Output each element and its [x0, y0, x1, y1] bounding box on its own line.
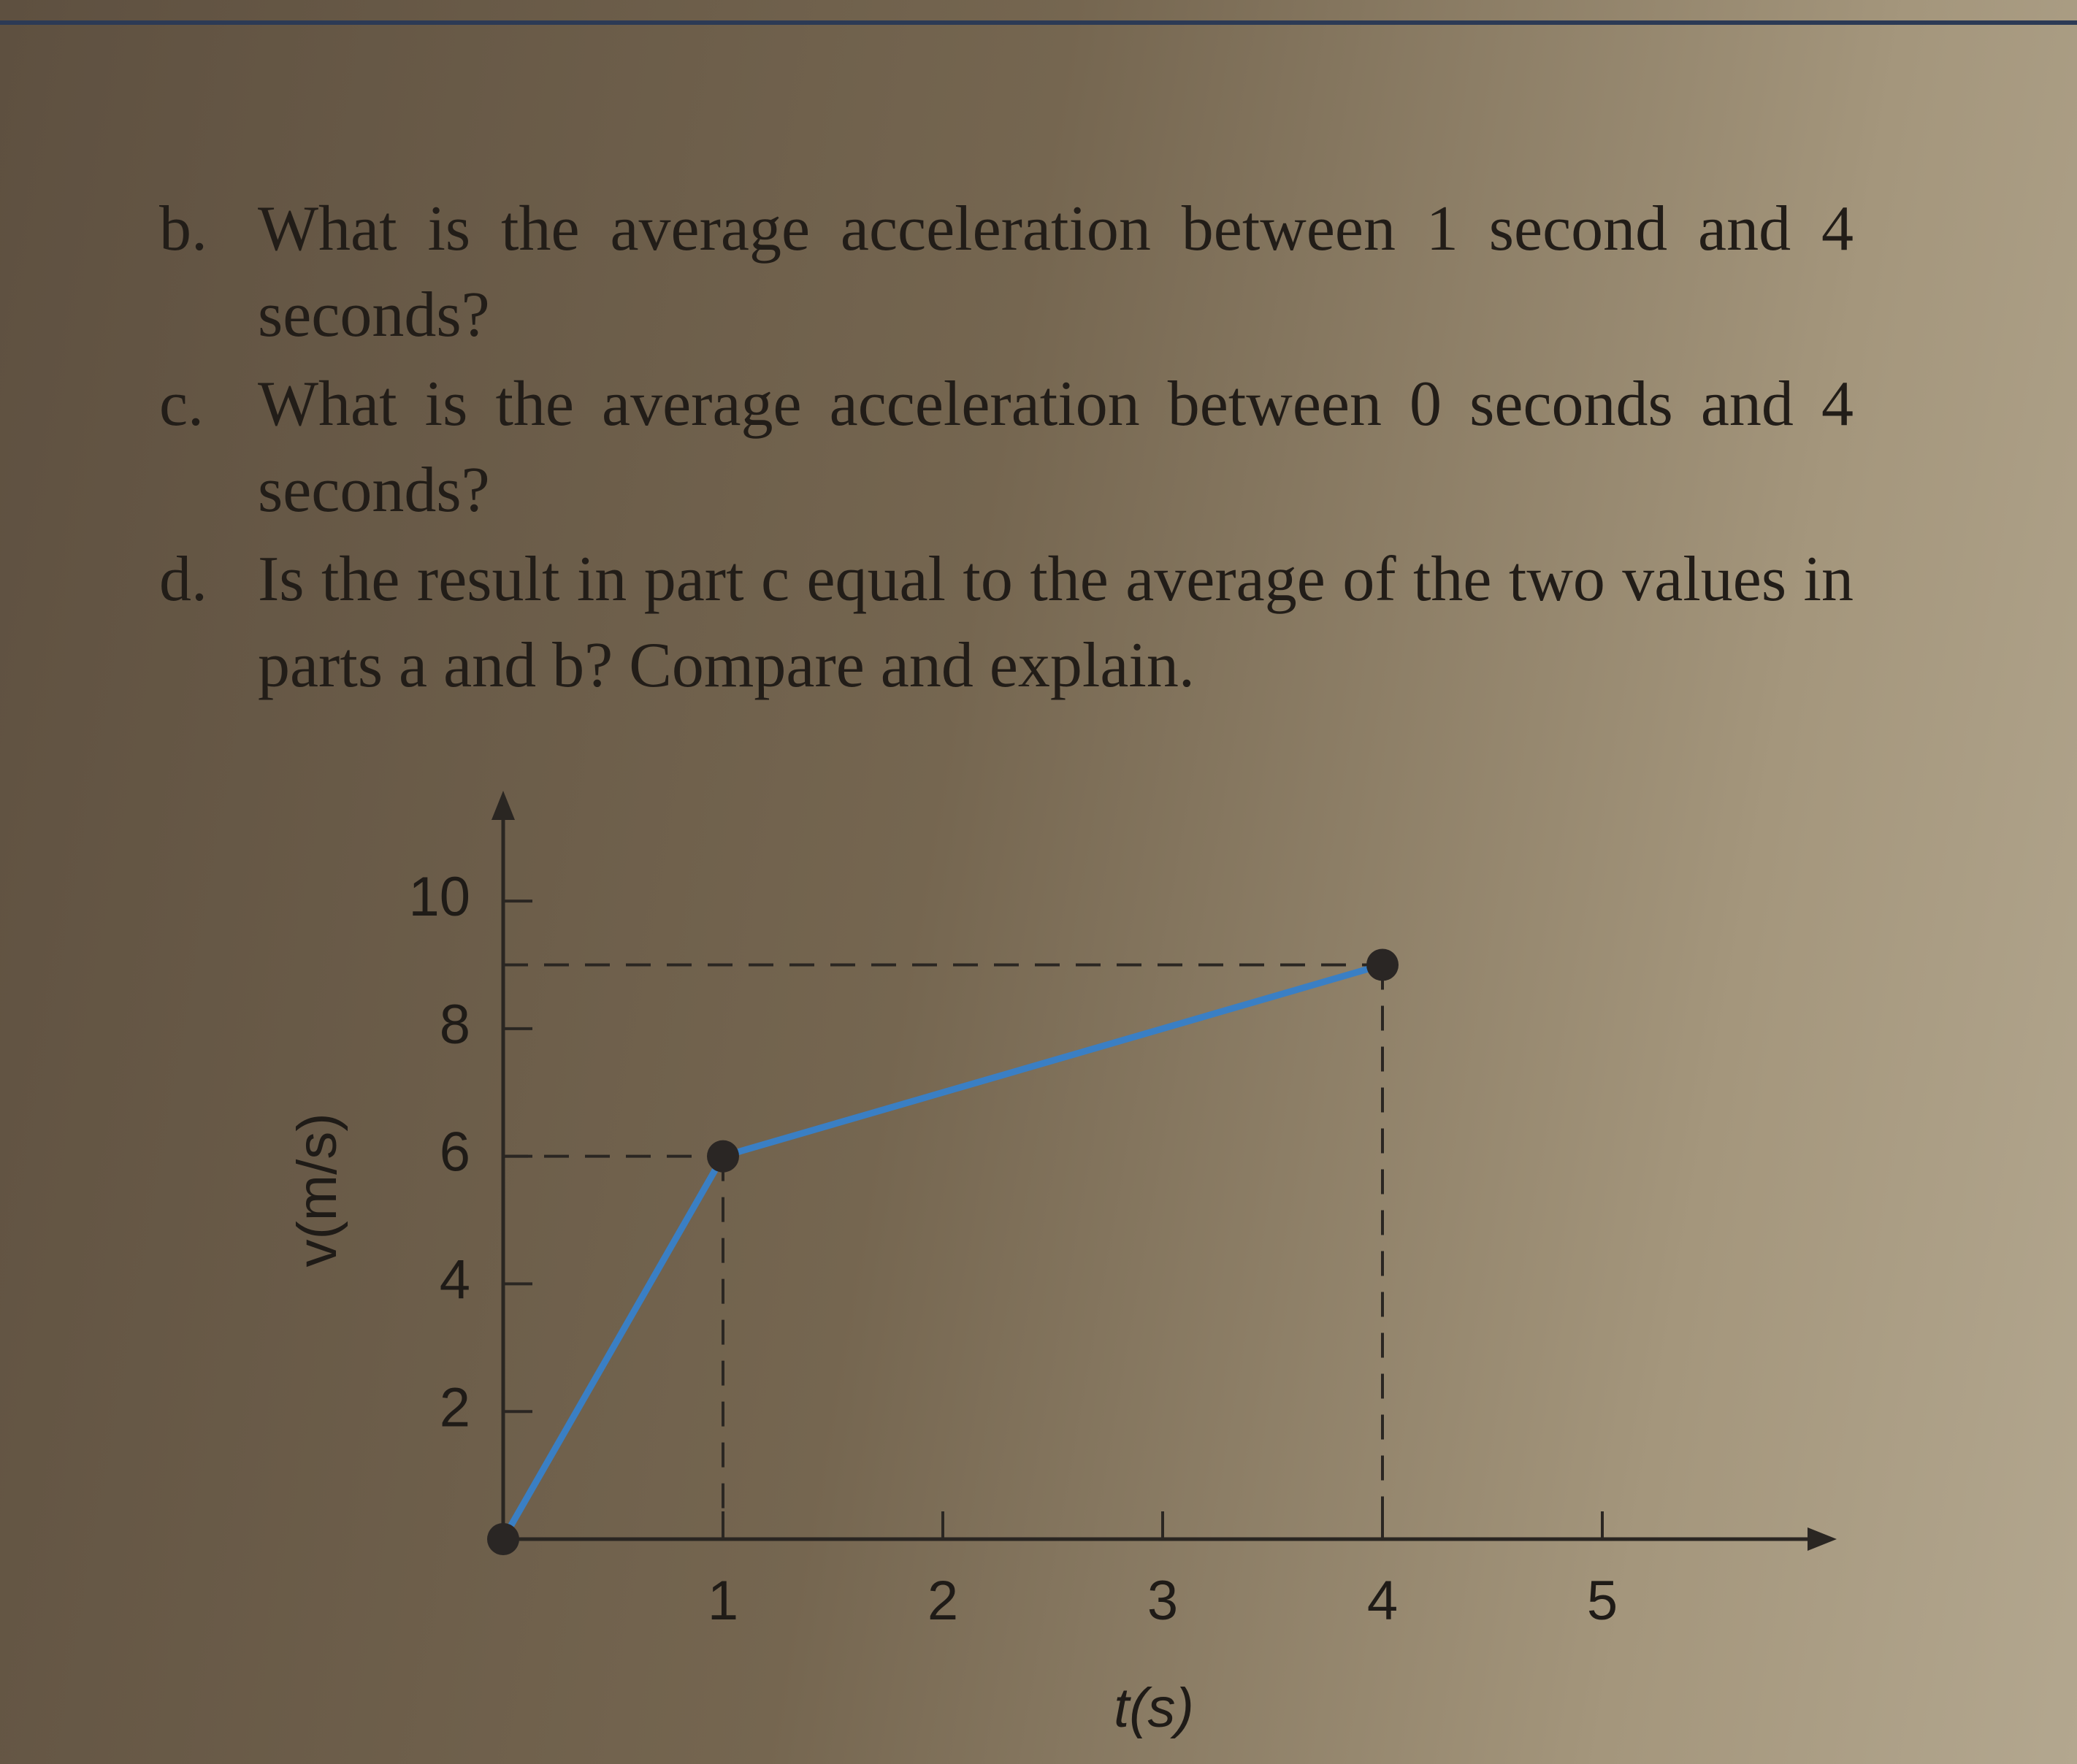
x-tick-label: 4	[1367, 1570, 1398, 1632]
y-tick-label: 8	[440, 994, 470, 1056]
y-tick-label: 4	[440, 1249, 470, 1311]
y-tick-label: 2	[440, 1376, 470, 1438]
x-tick-label: 5	[1587, 1570, 1618, 1632]
rule	[0, 20, 2077, 25]
data-point	[707, 1140, 739, 1173]
question: b. What is the average acceleration betwe…	[159, 186, 1854, 358]
y-tick-label: 10	[408, 866, 470, 928]
y-tick-label: 6	[440, 1121, 470, 1184]
x-axis-label: t(s)	[1114, 1677, 1194, 1739]
question-label: d.	[159, 544, 207, 615]
x-tick-label: 2	[927, 1570, 958, 1632]
y-axis-label: v(m/s)	[286, 1113, 348, 1267]
question-label: b.	[159, 193, 207, 264]
data-point	[1366, 948, 1399, 981]
x-tick-label: 1	[708, 1570, 738, 1632]
question-text: Is the result in part c equal to the ave…	[258, 544, 1854, 701]
question-text: What is the average acceleration between…	[258, 193, 1854, 350]
question-label: c.	[159, 369, 204, 440]
question: d. Is the result in part c equal to the a…	[159, 537, 1854, 709]
x-tick-label: 3	[1147, 1570, 1178, 1632]
question: c. What is the average acceleration betwe…	[159, 361, 1854, 534]
question-text: What is the average acceleration between…	[258, 369, 1854, 526]
data-line	[500, 962, 1384, 1541]
data-point	[487, 1523, 519, 1555]
